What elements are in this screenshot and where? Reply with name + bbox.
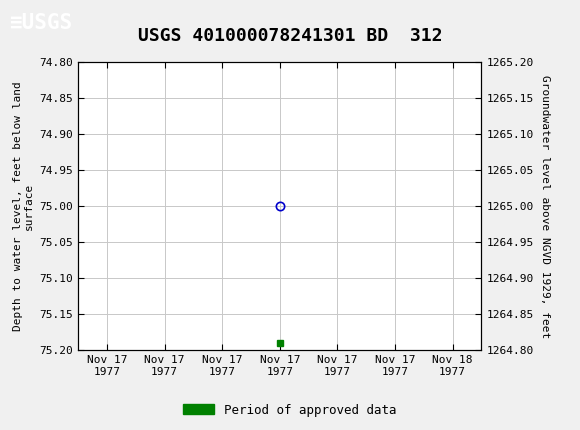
Legend: Period of approved data: Period of approved data bbox=[178, 399, 402, 421]
Text: USGS 401000078241301 BD  312: USGS 401000078241301 BD 312 bbox=[138, 27, 442, 45]
Text: ≡USGS: ≡USGS bbox=[9, 12, 72, 33]
Y-axis label: Groundwater level above NGVD 1929, feet: Groundwater level above NGVD 1929, feet bbox=[541, 75, 550, 338]
Y-axis label: Depth to water level, feet below land
surface: Depth to water level, feet below land su… bbox=[13, 82, 34, 331]
